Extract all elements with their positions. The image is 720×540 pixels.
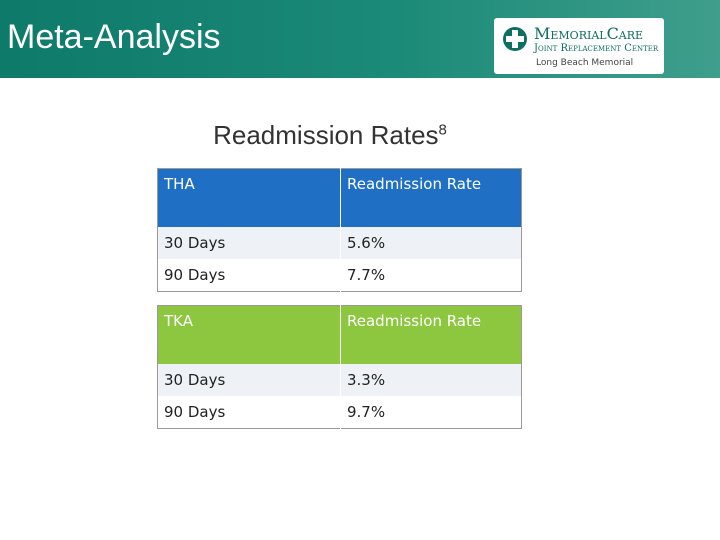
logo: MemorialCare Joint Replacement Center Lo…: [494, 18, 664, 74]
row: 30 Days 3.3%: [157, 364, 522, 396]
logo-location: Long Beach Memorial: [536, 58, 634, 68]
header-row: TKA Readmission Rate: [157, 305, 522, 364]
heading: Readmission Rates8: [0, 120, 660, 151]
header-cell: Readmission Rate: [340, 168, 522, 227]
logo-name: MemorialCare: [534, 24, 644, 43]
header-cell: Readmission Rate: [340, 305, 522, 364]
cell: 3.3%: [340, 364, 522, 396]
row: 90 Days 9.7%: [157, 396, 522, 429]
header-cell: TKA: [157, 305, 341, 364]
logo-subtitle: Joint Replacement Center: [534, 43, 659, 54]
cell: 30 Days: [157, 227, 341, 259]
table: THA Readmission Rate 30 Days 5.6% 90 Days 7.7…: [157, 168, 522, 292]
cell: 90 Days: [157, 396, 341, 429]
logo-icon: [503, 27, 527, 51]
heading-text: Readmission Rates: [213, 120, 439, 150]
reference: 8: [438, 121, 447, 139]
row: 90 Days 7.7%: [157, 259, 522, 292]
cell: 7.7%: [340, 259, 522, 292]
cell: 5.6%: [340, 227, 522, 259]
row: 30 Days 5.6%: [157, 227, 522, 259]
cell: 30 Days: [157, 364, 341, 396]
table: TKA Readmission Rate 30 Days 3.3% 90 Days 9.7…: [157, 305, 522, 429]
cell: 9.7%: [340, 396, 522, 429]
header-cell: THA: [157, 168, 341, 227]
header-row: THA Readmission Rate: [157, 168, 522, 227]
cell: 90 Days: [157, 259, 341, 292]
slide-title: Meta-Analysis: [7, 18, 221, 56]
